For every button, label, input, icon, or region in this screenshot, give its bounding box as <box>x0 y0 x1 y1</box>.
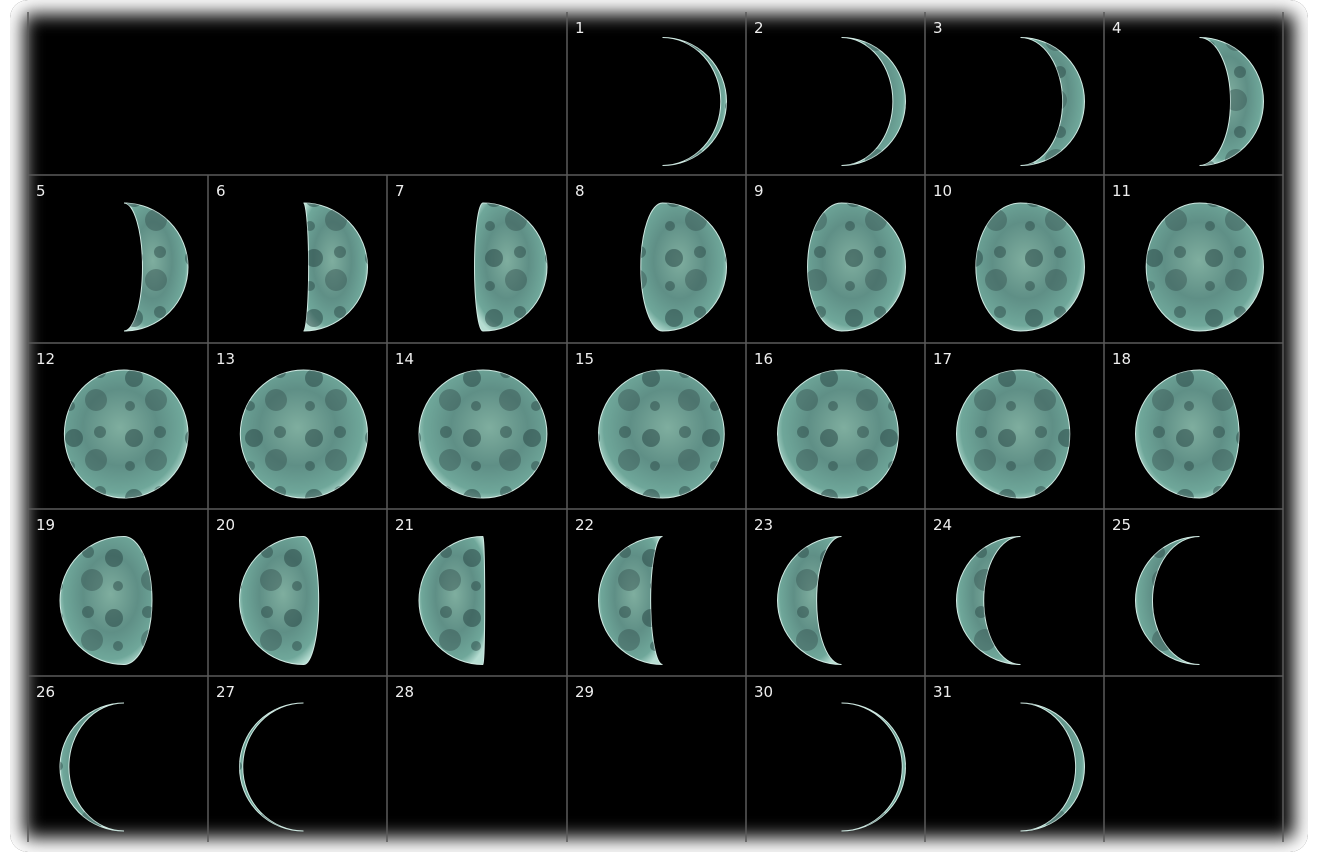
moon <box>59 535 153 666</box>
grid <box>27 12 1284 842</box>
day-number: 15 <box>575 350 594 368</box>
moon <box>598 369 725 499</box>
moon-texture <box>1020 703 1085 831</box>
moon-texture <box>777 536 842 665</box>
day-number: 10 <box>933 182 952 200</box>
moon-texture <box>1135 370 1240 498</box>
moon <box>956 369 1071 499</box>
moon-texture <box>60 703 124 831</box>
day-number: 22 <box>575 516 594 534</box>
day-number: 16 <box>754 350 773 368</box>
moon-texture <box>239 703 304 831</box>
moon <box>474 202 548 332</box>
day-number: 5 <box>36 182 46 200</box>
moon <box>63 369 189 499</box>
moon-texture <box>841 37 906 166</box>
moon-texture <box>662 37 727 166</box>
day-number: 13 <box>216 350 235 368</box>
day-number: 18 <box>1112 350 1131 368</box>
day-number: 8 <box>575 182 585 200</box>
moon <box>807 202 906 332</box>
day-number: 7 <box>395 182 405 200</box>
day-number: 3 <box>933 19 943 37</box>
moon <box>418 369 548 499</box>
moon <box>59 702 125 832</box>
moon <box>777 536 842 665</box>
moon-lit <box>662 37 727 166</box>
moon-texture <box>807 203 906 331</box>
day-number: 24 <box>933 516 952 534</box>
moon <box>841 702 906 832</box>
day-number: 27 <box>216 683 235 701</box>
day-number: 11 <box>1112 182 1131 200</box>
moon <box>1145 202 1264 332</box>
moon <box>239 702 304 832</box>
moon-texture <box>598 370 725 498</box>
moon-texture <box>1135 536 1200 665</box>
moon <box>239 369 368 499</box>
moon-texture <box>419 370 547 498</box>
day-number: 30 <box>754 683 773 701</box>
day-number: 31 <box>933 683 952 701</box>
day-number: 21 <box>395 516 414 534</box>
moon-texture <box>777 370 899 498</box>
moon <box>239 535 320 666</box>
moon <box>1020 702 1085 832</box>
moon <box>1199 37 1264 166</box>
day-number: 20 <box>216 516 235 534</box>
moon <box>956 536 1021 665</box>
moon <box>777 369 899 499</box>
moon-lit <box>841 702 906 832</box>
moon-lit <box>1020 702 1085 832</box>
moon-texture <box>474 203 547 331</box>
moon <box>841 37 906 166</box>
moon <box>1020 37 1085 166</box>
day-number: 4 <box>1112 19 1122 37</box>
day-number: 25 <box>1112 516 1131 534</box>
moon <box>1135 536 1200 665</box>
day-number: 6 <box>216 182 226 200</box>
moon-texture <box>598 536 663 665</box>
moon-texture <box>1199 37 1264 166</box>
moon-texture <box>640 203 727 331</box>
day-number: 17 <box>933 350 952 368</box>
day-number: 12 <box>36 350 55 368</box>
moon-texture <box>419 536 485 665</box>
day-number: 28 <box>395 683 414 701</box>
moon <box>418 535 486 666</box>
day-number: 9 <box>754 182 764 200</box>
day-number: 2 <box>754 19 764 37</box>
moon-texture <box>956 536 1021 665</box>
moon-texture <box>841 703 906 831</box>
moon-lit <box>239 702 304 832</box>
moon-texture <box>1020 37 1085 166</box>
moon-lit <box>59 702 125 832</box>
moon-texture <box>956 370 1070 498</box>
day-number: 23 <box>754 516 773 534</box>
day-number: 26 <box>36 683 55 701</box>
moon-texture <box>240 370 368 498</box>
moon <box>1135 369 1240 499</box>
moon-texture <box>975 203 1085 331</box>
moon-texture <box>239 536 319 665</box>
day-number: 19 <box>36 516 55 534</box>
moon <box>975 202 1085 332</box>
moon <box>662 37 727 166</box>
moon-texture <box>1146 203 1264 331</box>
moon <box>598 536 663 665</box>
day-number: 29 <box>575 683 594 701</box>
moon <box>303 202 368 332</box>
moon <box>123 202 189 332</box>
moon-texture <box>124 203 188 331</box>
moon-texture <box>64 370 188 498</box>
day-number: 1 <box>575 19 585 37</box>
moon <box>640 202 727 332</box>
day-number: 14 <box>395 350 414 368</box>
moon-texture <box>60 536 152 665</box>
moon-texture <box>303 203 368 331</box>
